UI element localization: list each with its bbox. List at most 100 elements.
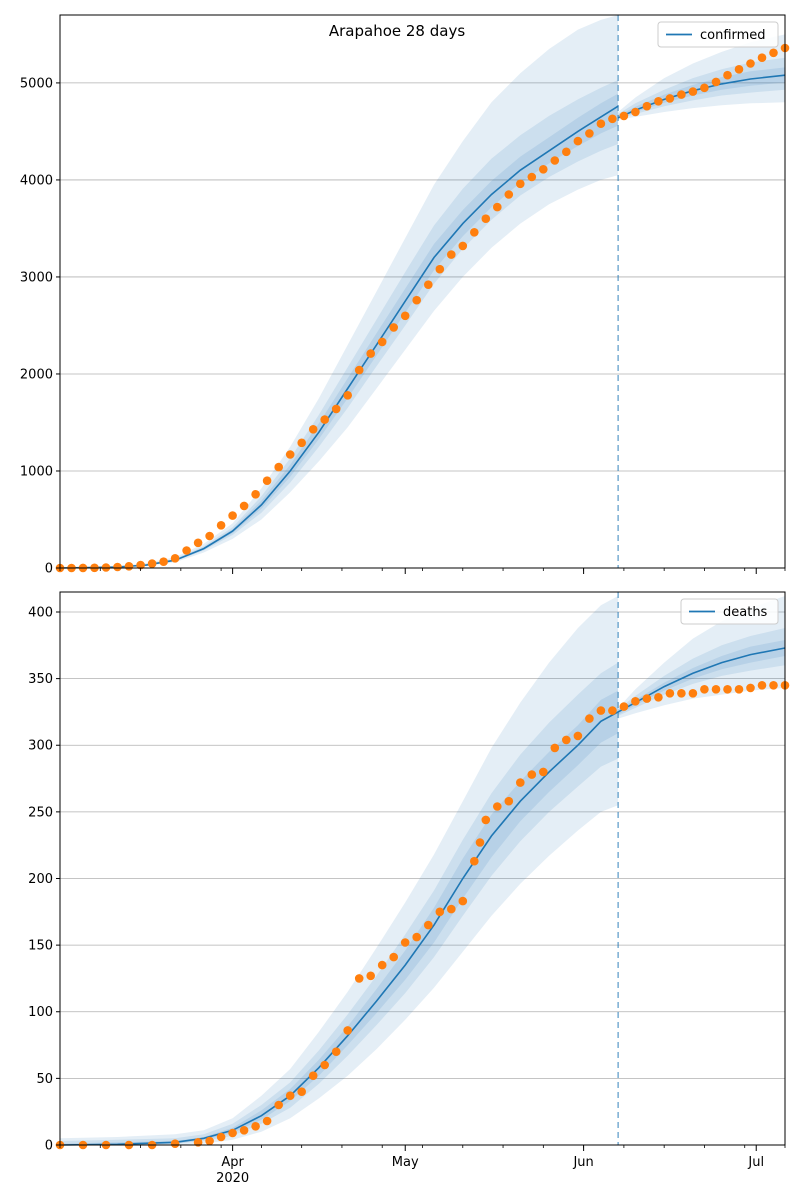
model-line-segment <box>59 105 619 569</box>
observed-point <box>481 214 491 223</box>
observed-point <box>285 450 295 459</box>
observed-point <box>193 1138 203 1147</box>
y-tick-label: 2000 <box>20 367 53 382</box>
observed-point <box>642 101 652 111</box>
observed-point <box>170 554 180 563</box>
x-tick-label: May <box>392 1155 419 1170</box>
observed-point <box>424 280 433 290</box>
y-tick-label: 300 <box>28 739 53 754</box>
observed-point <box>642 694 652 703</box>
observed-point <box>343 1026 353 1035</box>
observed-point <box>769 48 778 58</box>
observed-point <box>170 1139 180 1148</box>
uncertainty-band-0 <box>618 596 785 719</box>
y-tick-label: 4000 <box>20 173 53 188</box>
observed-point <box>596 119 606 128</box>
observed-point <box>527 172 537 182</box>
figure-title: Arapahoe 28 days <box>329 22 465 40</box>
uncertainty-band-0 <box>60 15 619 568</box>
observed-point <box>262 1116 272 1126</box>
observed-point <box>688 689 698 698</box>
observed-point <box>412 932 422 942</box>
observed-point <box>734 685 744 694</box>
y-tick-label: 100 <box>28 1005 53 1020</box>
observed-point <box>147 559 157 568</box>
observed-point <box>539 165 548 174</box>
observed-point <box>734 65 744 74</box>
y-tick-label: 200 <box>28 872 53 887</box>
observed-point <box>700 685 709 694</box>
legend-box <box>657 21 779 48</box>
observed-point <box>285 1091 295 1100</box>
observed-point <box>677 689 686 698</box>
observed-point <box>228 511 237 520</box>
uncertainty-band-1 <box>60 80 619 568</box>
observed-point <box>539 767 548 777</box>
observed-point <box>124 562 134 571</box>
observed-point <box>723 685 732 694</box>
observed-point <box>585 714 594 723</box>
observed-point <box>216 1132 226 1142</box>
x-tick-sublabel: 2020 <box>216 1171 249 1186</box>
observed-point <box>757 681 767 690</box>
observed-point <box>677 90 686 99</box>
y-tick-label: 50 <box>36 1072 53 1087</box>
observed-point <box>527 770 537 779</box>
y-tick-label: 3000 <box>20 270 53 285</box>
observed-point <box>493 202 502 212</box>
observed-point <box>377 960 387 970</box>
y-tick-label: 0 <box>45 1139 53 1154</box>
observed-point <box>504 190 514 199</box>
uncertainty-band-2 <box>618 640 785 715</box>
observed-point <box>711 685 721 694</box>
observed-point <box>516 778 525 787</box>
observed-point <box>619 702 629 711</box>
observed-point <box>297 1087 307 1096</box>
observed-point <box>251 1122 260 1131</box>
observed-point <box>447 904 456 914</box>
observed-point <box>493 802 502 811</box>
observed-point <box>769 681 778 690</box>
observed-point <box>711 77 721 87</box>
observed-point <box>700 83 709 93</box>
observed-point <box>562 735 571 745</box>
observed-point <box>251 490 260 499</box>
y-tick-label: 350 <box>28 672 53 687</box>
observed-point <box>470 856 479 866</box>
observed-point <box>366 971 376 981</box>
model-line-segment <box>59 711 619 1146</box>
observed-point <box>274 462 284 472</box>
observed-point <box>458 241 468 251</box>
observed-point <box>475 838 485 847</box>
observed-point <box>481 815 491 825</box>
legend: deaths <box>680 598 779 625</box>
observed-point <box>308 1071 318 1080</box>
observed-point <box>113 562 122 572</box>
observed-point <box>159 557 168 566</box>
observed-point <box>193 538 203 548</box>
observed-point <box>308 425 318 434</box>
observed-point <box>550 156 560 165</box>
observed-point <box>608 706 617 715</box>
x-tick-label: Jul <box>747 1155 764 1170</box>
observed-point <box>631 107 640 117</box>
y-tick-label: 5000 <box>20 76 53 91</box>
observed-point <box>654 97 663 106</box>
y-tick-label: 0 <box>45 562 53 577</box>
observed-point <box>205 531 214 541</box>
observed-point <box>665 689 675 698</box>
observed-point <box>297 438 307 448</box>
observed-point <box>458 896 468 906</box>
observed-point <box>746 683 755 693</box>
legend: confirmed <box>657 21 779 48</box>
observed-point <box>205 1136 214 1146</box>
legend-box <box>680 598 779 625</box>
y-tick-label: 1000 <box>20 464 53 479</box>
y-tick-label: 150 <box>28 939 53 954</box>
observed-point <box>354 974 364 983</box>
observed-point <box>665 94 675 103</box>
observed-point <box>377 337 387 347</box>
observed-point <box>182 546 191 555</box>
